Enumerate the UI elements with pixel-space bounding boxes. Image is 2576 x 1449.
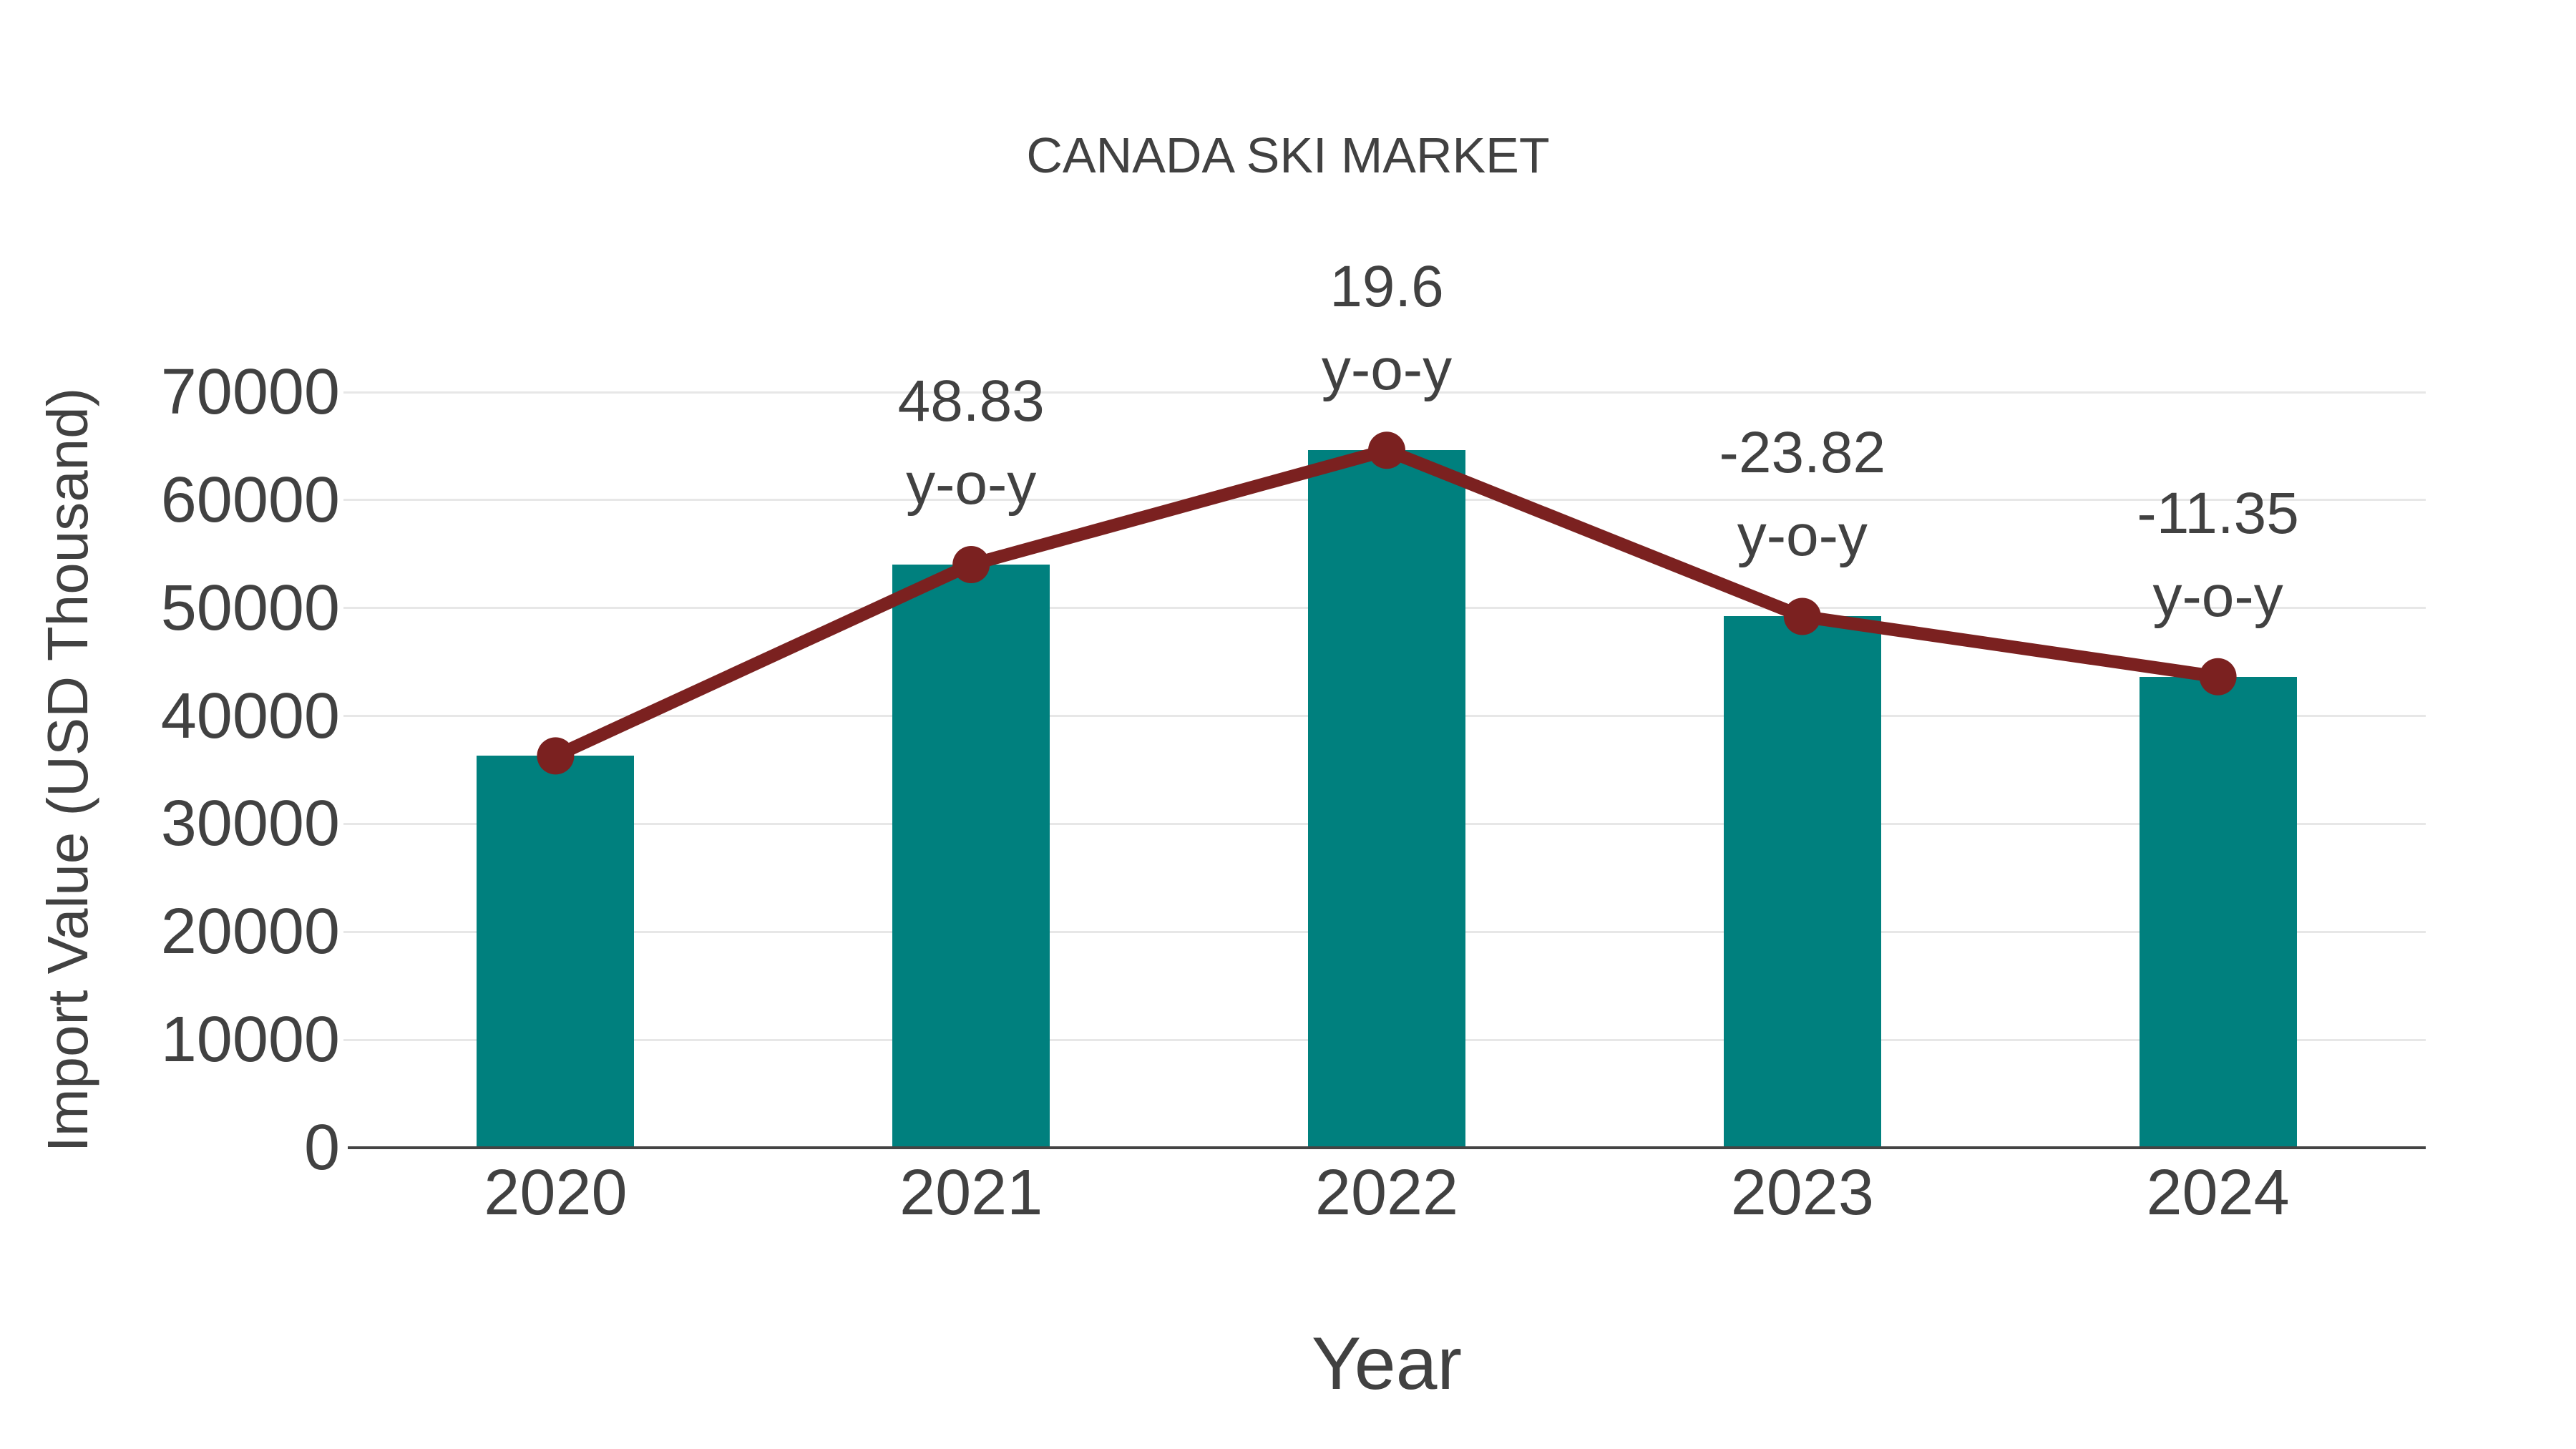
bar-2022 (1308, 450, 1465, 1148)
line-marker-2024 (2199, 658, 2237, 696)
yoy-suffix-label-2024: y-o-y (2152, 563, 2283, 629)
chart-title: CANADA SKI MARKET (1026, 127, 1550, 183)
y-tick-label: 0 (303, 1112, 340, 1184)
bar-2020 (477, 756, 635, 1148)
yoy-trend-line (549, 444, 2225, 763)
yoy-suffix-label-2021: y-o-y (906, 451, 1037, 517)
bar-2024 (2139, 676, 2297, 1148)
x-tick-label-2020: 2020 (484, 1157, 628, 1229)
y-tick-label: 40000 (160, 680, 340, 752)
yoy-value-label-2021: 48.83 (897, 368, 1045, 434)
yoy-value-label-2024: -11.35 (2137, 480, 2299, 546)
x-tick-label-2022: 2022 (1314, 1157, 1459, 1229)
line-marker-2021 (952, 545, 990, 583)
y-tick-label: 50000 (160, 572, 340, 644)
line-marker-2023 (1783, 597, 1821, 635)
gridline-70000 (343, 391, 2426, 394)
x-axis-title: Year (1311, 1322, 1463, 1405)
yoy-value-label-2023: -23.82 (1719, 420, 1886, 486)
x-tick-label-2024: 2024 (2146, 1157, 2290, 1229)
y-tick-label: 70000 (160, 356, 340, 428)
yoy-suffix-label-2022: y-o-y (1321, 337, 1453, 403)
y-tick-label: 30000 (160, 788, 340, 860)
x-tick-label-2023: 2023 (1730, 1157, 1874, 1229)
bar-2021 (892, 564, 1050, 1148)
line-marker-2022 (1368, 431, 1405, 469)
y-tick-label: 60000 (160, 464, 340, 536)
x-axis-baseline (348, 1146, 2426, 1149)
yoy-value-label-2022: 19.6 (1330, 254, 1444, 320)
line-marker-2020 (537, 737, 575, 775)
x-tick-label-2021: 2021 (899, 1157, 1043, 1229)
y-tick-label: 20000 (160, 896, 340, 968)
bar-2023 (1723, 616, 1881, 1148)
yoy-suffix-label-2023: y-o-y (1737, 503, 1868, 569)
y-tick-label: 10000 (160, 1004, 340, 1076)
